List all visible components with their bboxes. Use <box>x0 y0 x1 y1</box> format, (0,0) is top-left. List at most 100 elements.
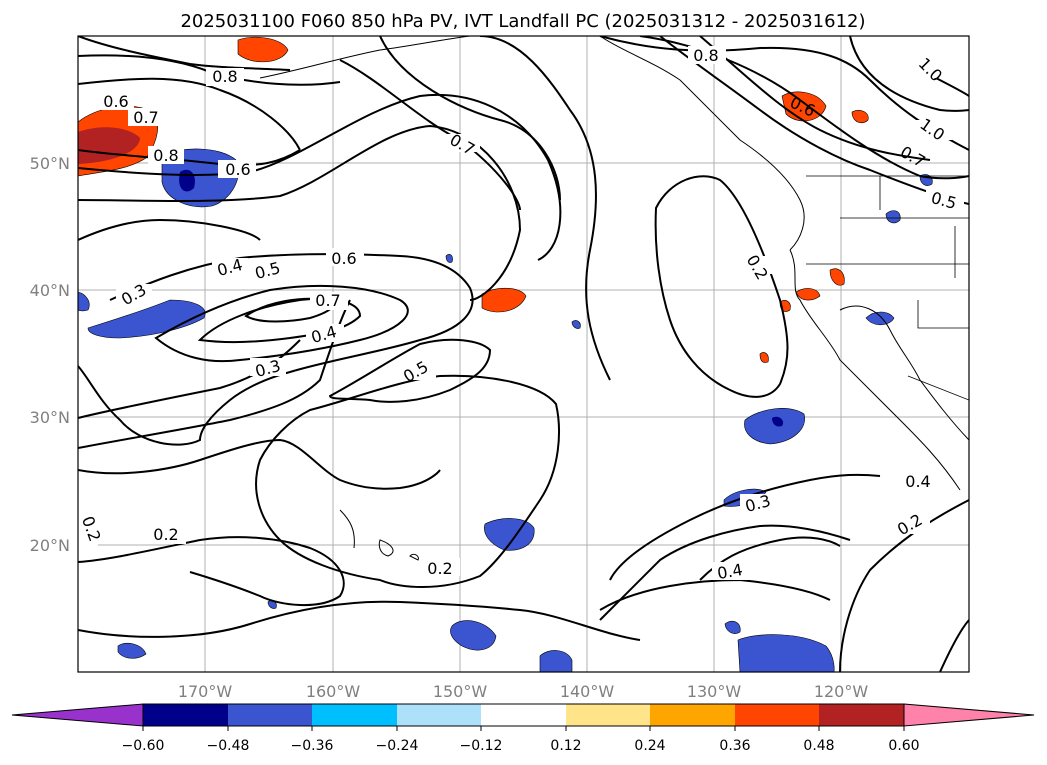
colorbar-segment <box>312 704 397 726</box>
contour-label: 0.4 <box>716 560 744 583</box>
longitude-labels: 170°W 160°W 150°W 140°W 130°W 120°W <box>178 682 869 701</box>
contour-line <box>78 218 261 241</box>
contour-line <box>78 536 345 606</box>
colorbar-tick-label: −0.24 <box>376 738 419 754</box>
colorbar-extend-min <box>11 703 144 727</box>
pv-negative-patch <box>571 320 581 329</box>
colorbar-tick-label: 0.36 <box>719 738 750 754</box>
lon-label: 120°W <box>814 682 869 701</box>
contour-line <box>939 619 969 672</box>
pv-negative-core <box>772 416 784 427</box>
colorbar-tick-label: 0.24 <box>634 738 665 754</box>
contour-label: 0.8 <box>212 67 237 86</box>
pv-positive-patch <box>481 287 527 313</box>
map-panel: 1.0 1.0 0.8 0.8 0.8 0.7 0.7 0.7 0.6 0.6 <box>77 35 970 673</box>
map-background <box>78 36 969 672</box>
contour-line <box>839 499 969 672</box>
contour-line <box>78 124 522 301</box>
pv-negative-patch <box>865 311 895 326</box>
contour-line <box>78 253 474 446</box>
contour-label: 0.4 <box>905 472 930 491</box>
coastlines <box>259 36 969 561</box>
lon-label: 150°W <box>433 682 488 701</box>
lat-label: 40°N <box>30 281 70 300</box>
lon-label: 160°W <box>306 682 361 701</box>
contour-label: 0.6 <box>225 160 250 179</box>
colorbar-tick-labels: −0.60 −0.48 −0.36 −0.24 −0.12 0.12 0.24 … <box>122 738 920 754</box>
pv-positive-core <box>78 127 140 164</box>
contour-line <box>255 374 560 588</box>
colorbar-segment <box>481 704 566 726</box>
contour-label: 0.2 <box>153 525 178 544</box>
colorbar-tick-label: 0.12 <box>550 738 581 754</box>
pv-negative-patch <box>744 408 805 445</box>
contour-line <box>328 338 492 403</box>
lat-label: 30°N <box>30 408 70 427</box>
political-borders <box>806 175 969 401</box>
contour-label: 0.7 <box>133 108 158 127</box>
contour-line <box>78 438 441 490</box>
contour-line <box>78 77 301 151</box>
baja-coast <box>839 305 969 441</box>
colorbar-segment <box>397 704 481 726</box>
pv-negative-patch <box>737 634 835 672</box>
contour-line <box>849 36 969 112</box>
contour-line <box>78 36 291 71</box>
colorbar-frame <box>142 703 905 727</box>
contour-label: 0.8 <box>153 146 178 165</box>
lon-label: 130°W <box>687 682 742 701</box>
pv-negative-patch <box>885 210 901 224</box>
colorbar-tick-label: −0.36 <box>291 738 334 754</box>
contour-line <box>599 36 969 151</box>
colorbar-segment <box>819 704 904 726</box>
contour-label: 0.2 <box>427 559 452 578</box>
pv-negative-patch <box>445 254 453 263</box>
colorbar-tick-label: 0.48 <box>803 738 834 754</box>
pv-negative-patch <box>87 299 206 339</box>
pv-positive-patch <box>829 268 845 286</box>
colorbar-tick-label: −0.48 <box>207 738 250 754</box>
lat-label: 20°N <box>30 536 70 555</box>
pv-negative-patch <box>724 620 741 634</box>
map-title: 2025031100 F060 850 hPa PV, IVT Landfall… <box>180 11 865 32</box>
hawaii-coast <box>339 509 419 561</box>
lat-label: 50°N <box>30 154 70 173</box>
colorbar-extend-max <box>903 703 1035 727</box>
contour-line <box>599 524 851 621</box>
colorbar-segment <box>650 704 735 726</box>
colorbar-tick-label: 0.60 <box>888 738 919 754</box>
colorbar-tick-label: −0.60 <box>122 738 165 754</box>
colorbar-tick-label: −0.12 <box>460 738 503 754</box>
colorbar-segment <box>566 704 650 726</box>
contour-label: 0.7 <box>315 291 340 310</box>
contour-line <box>78 94 562 261</box>
contour-label: 0.8 <box>693 46 718 65</box>
contour-line <box>599 578 831 611</box>
colorbar: −0.60 −0.48 −0.36 −0.24 −0.12 0.12 0.24 … <box>11 703 1035 754</box>
map-frame <box>77 35 970 673</box>
canada-coast <box>599 36 805 251</box>
pv-negative-patch <box>117 642 147 659</box>
us-mexico-coast <box>789 249 961 491</box>
pv-positive-patch <box>795 288 821 301</box>
pv-negative-patch <box>539 650 573 672</box>
pv-positive-patch <box>759 352 769 363</box>
colorbar-tick-marks <box>142 726 905 731</box>
contour-label: 0.6 <box>331 249 356 268</box>
contour-line <box>379 36 561 201</box>
contour-label: 0.6 <box>103 92 128 111</box>
latitude-labels: 50°N 40°N 30°N 20°N <box>30 154 70 555</box>
pv-positive-patch <box>851 110 869 124</box>
colorbar-segment <box>143 704 228 726</box>
lon-label: 170°W <box>178 682 233 701</box>
pv-negative-patch <box>450 620 497 651</box>
alaska-coast <box>259 36 471 79</box>
colorbar-segment <box>735 704 819 726</box>
pv-negative-core <box>179 169 195 192</box>
contour-line <box>479 36 611 381</box>
pv-positive-patch <box>237 37 289 63</box>
contour-line <box>654 175 789 398</box>
lon-label: 140°W <box>560 682 615 701</box>
contour-line <box>78 600 641 641</box>
